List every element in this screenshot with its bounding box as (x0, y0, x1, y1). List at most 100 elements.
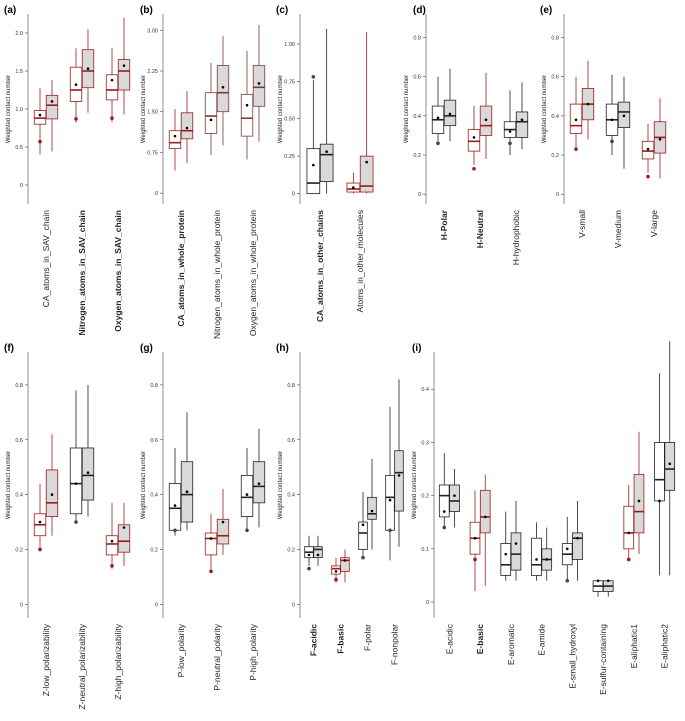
outlier-point (110, 564, 114, 568)
y-axis-label: Weighted contact number (278, 75, 284, 143)
outlier-point (74, 520, 78, 524)
x-tick-label: V-medium (613, 210, 623, 248)
box-gray (180, 412, 194, 531)
mean-point (245, 103, 249, 107)
box-gray (319, 28, 334, 194)
y-tick-label: 1.5 (15, 69, 23, 75)
y-tick-label: 0.2 (421, 494, 429, 500)
y-tick-label: 0.8 (287, 383, 295, 389)
box-body (45, 94, 59, 120)
y-tick-label: 0.75 (284, 79, 295, 85)
box-white (605, 74, 619, 156)
box-white (503, 90, 517, 156)
box-body (385, 475, 395, 531)
outlier-point (173, 528, 177, 533)
box-body (117, 59, 131, 91)
mean-point (312, 163, 315, 167)
box-body (240, 475, 254, 517)
mean-point (448, 112, 452, 116)
x-tick-label: CA_atoms_in_other_chains (315, 210, 325, 322)
mean-point (50, 100, 54, 103)
box-body (105, 74, 119, 101)
box-white (204, 62, 218, 156)
y-axis-label: Weighted contact number (278, 451, 284, 519)
mean-point (596, 579, 600, 583)
box-white (204, 513, 218, 574)
box-white (69, 48, 83, 123)
box-body (204, 92, 218, 134)
box-body (319, 143, 334, 182)
box-body (358, 521, 368, 550)
box-gray (81, 29, 95, 113)
outlier-point (436, 141, 440, 146)
box-body (394, 450, 404, 512)
outlier-point (442, 525, 447, 530)
box-body (367, 496, 377, 520)
x-tick-label: Z-neutral_polarizability (77, 623, 87, 709)
outlier-point (110, 116, 114, 120)
box-white (385, 406, 395, 561)
y-tick-label: 0.4 (150, 493, 158, 499)
panel-label: (c) (276, 5, 288, 16)
mean-point (637, 499, 641, 503)
mean-point (658, 499, 661, 503)
x-tick-label: V-small (577, 210, 587, 238)
mean-point (574, 118, 578, 122)
outlier-point (334, 577, 338, 582)
outlier-point (307, 566, 311, 571)
y-tick-label: 0 (20, 183, 23, 189)
box-white (240, 50, 254, 160)
x-tick-label: Atoms_in_other_molecules (355, 210, 365, 313)
mean-point (658, 138, 662, 141)
mean-point (436, 116, 440, 120)
box-body (331, 565, 341, 575)
x-tick-label: H-Neutral (475, 210, 485, 248)
mean-point (520, 118, 524, 122)
box-white (240, 447, 254, 533)
mean-point (606, 579, 610, 583)
box-gray (541, 527, 553, 581)
mean-point (565, 547, 569, 551)
box-gray (602, 579, 614, 597)
box-body (168, 483, 182, 531)
mean-point (245, 493, 249, 496)
outlier-point (574, 147, 578, 151)
panel-f: (f) 0 0.2 0.4 0.6 0.8 Weighted contact number Z… (4, 343, 131, 710)
box-body (252, 461, 266, 504)
y-tick-label: 0.8 (413, 36, 421, 42)
box-gray (252, 428, 266, 528)
x-tick-label: CA_atoms_in_SAV_chain (41, 210, 51, 307)
y-tick-label: 0.5 (15, 145, 23, 151)
box-body (252, 65, 266, 107)
box-gray (443, 68, 457, 142)
x-tick-label: E-basic (475, 624, 485, 655)
outlier-point (473, 557, 477, 562)
x-tick-label: E-small_hydroxyl (567, 624, 577, 689)
outlier-point (388, 528, 392, 533)
x-tick-label: P-neutral_polarity (212, 623, 222, 690)
mean-point (334, 570, 338, 573)
box-body (467, 129, 481, 152)
box-gray (340, 549, 350, 583)
box-body (623, 505, 635, 550)
box-gray (515, 82, 529, 150)
box-white (168, 109, 182, 171)
y-tick-label: 0.3 (421, 440, 429, 446)
y-tick-label: 0.6 (15, 438, 23, 444)
mean-point (508, 130, 512, 133)
mean-point (646, 147, 650, 151)
mean-point (110, 539, 114, 543)
mean-point (586, 102, 590, 106)
y-tick-label: 0 (292, 602, 295, 608)
x-tick-label: P-high_polarity (248, 623, 258, 680)
mean-point (122, 64, 126, 67)
mean-point (257, 82, 261, 85)
y-tick-label: 0.8 (150, 383, 158, 389)
mean-point (325, 150, 328, 153)
box-body (633, 473, 645, 534)
box-white (569, 76, 583, 151)
y-tick-label: 0 (418, 192, 421, 198)
x-tick-label: E-sulfur-containing (598, 624, 608, 695)
y-tick-label: 0.8 (15, 383, 23, 389)
